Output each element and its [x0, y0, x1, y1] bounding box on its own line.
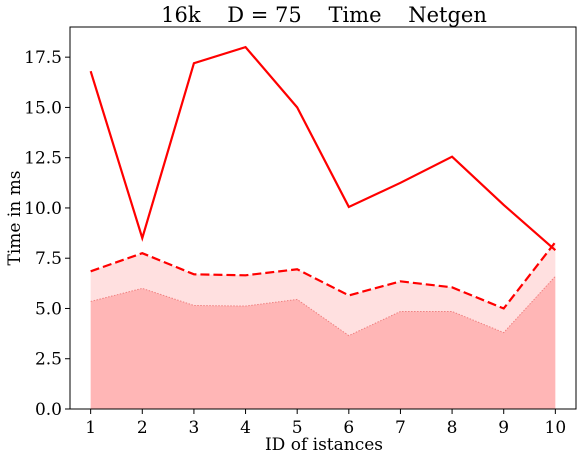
y-tick-label: 12.5 — [24, 149, 62, 169]
series-line-dashed — [90, 241, 557, 310]
y-tick-label: 2.5 — [35, 350, 62, 370]
series-line-solid — [89, 45, 557, 251]
x-tick-label: 8 — [447, 418, 458, 438]
y-tick-label: 10.0 — [24, 199, 62, 219]
y-tick-label: 15.0 — [24, 98, 62, 118]
x-tick-label: 9 — [498, 418, 509, 438]
x-axis: 1 2 3 4 5 6 7 8 9 10 — [85, 409, 566, 438]
x-axis-label: ID of istances — [265, 435, 383, 455]
plot-area — [89, 45, 557, 409]
y-tick-label: 7.5 — [35, 249, 62, 269]
x-tick-label: 3 — [189, 418, 200, 438]
y-axis: 0.0 2.5 5.0 7.5 10.0 12.5 15.0 17.5 — [24, 48, 70, 420]
x-tick-label: 1 — [85, 418, 96, 438]
x-tick-label: 7 — [395, 418, 406, 438]
y-tick-label: 17.5 — [24, 48, 62, 68]
y-axis-label: Time in ms — [5, 171, 25, 266]
x-tick-label: 2 — [137, 418, 148, 438]
x-tick-label: 4 — [240, 418, 251, 438]
x-tick-label: 6 — [343, 418, 354, 438]
y-tick-label: 0.0 — [35, 400, 62, 420]
x-tick-label: 10 — [545, 418, 567, 438]
band-area — [90, 242, 556, 336]
y-tick-label: 5.0 — [35, 299, 62, 319]
x-tick-label: 5 — [292, 418, 303, 438]
filled-area — [90, 276, 556, 409]
chart-title: 16k D = 75 Time Netgen — [161, 3, 487, 27]
plot-frame — [69, 26, 577, 410]
